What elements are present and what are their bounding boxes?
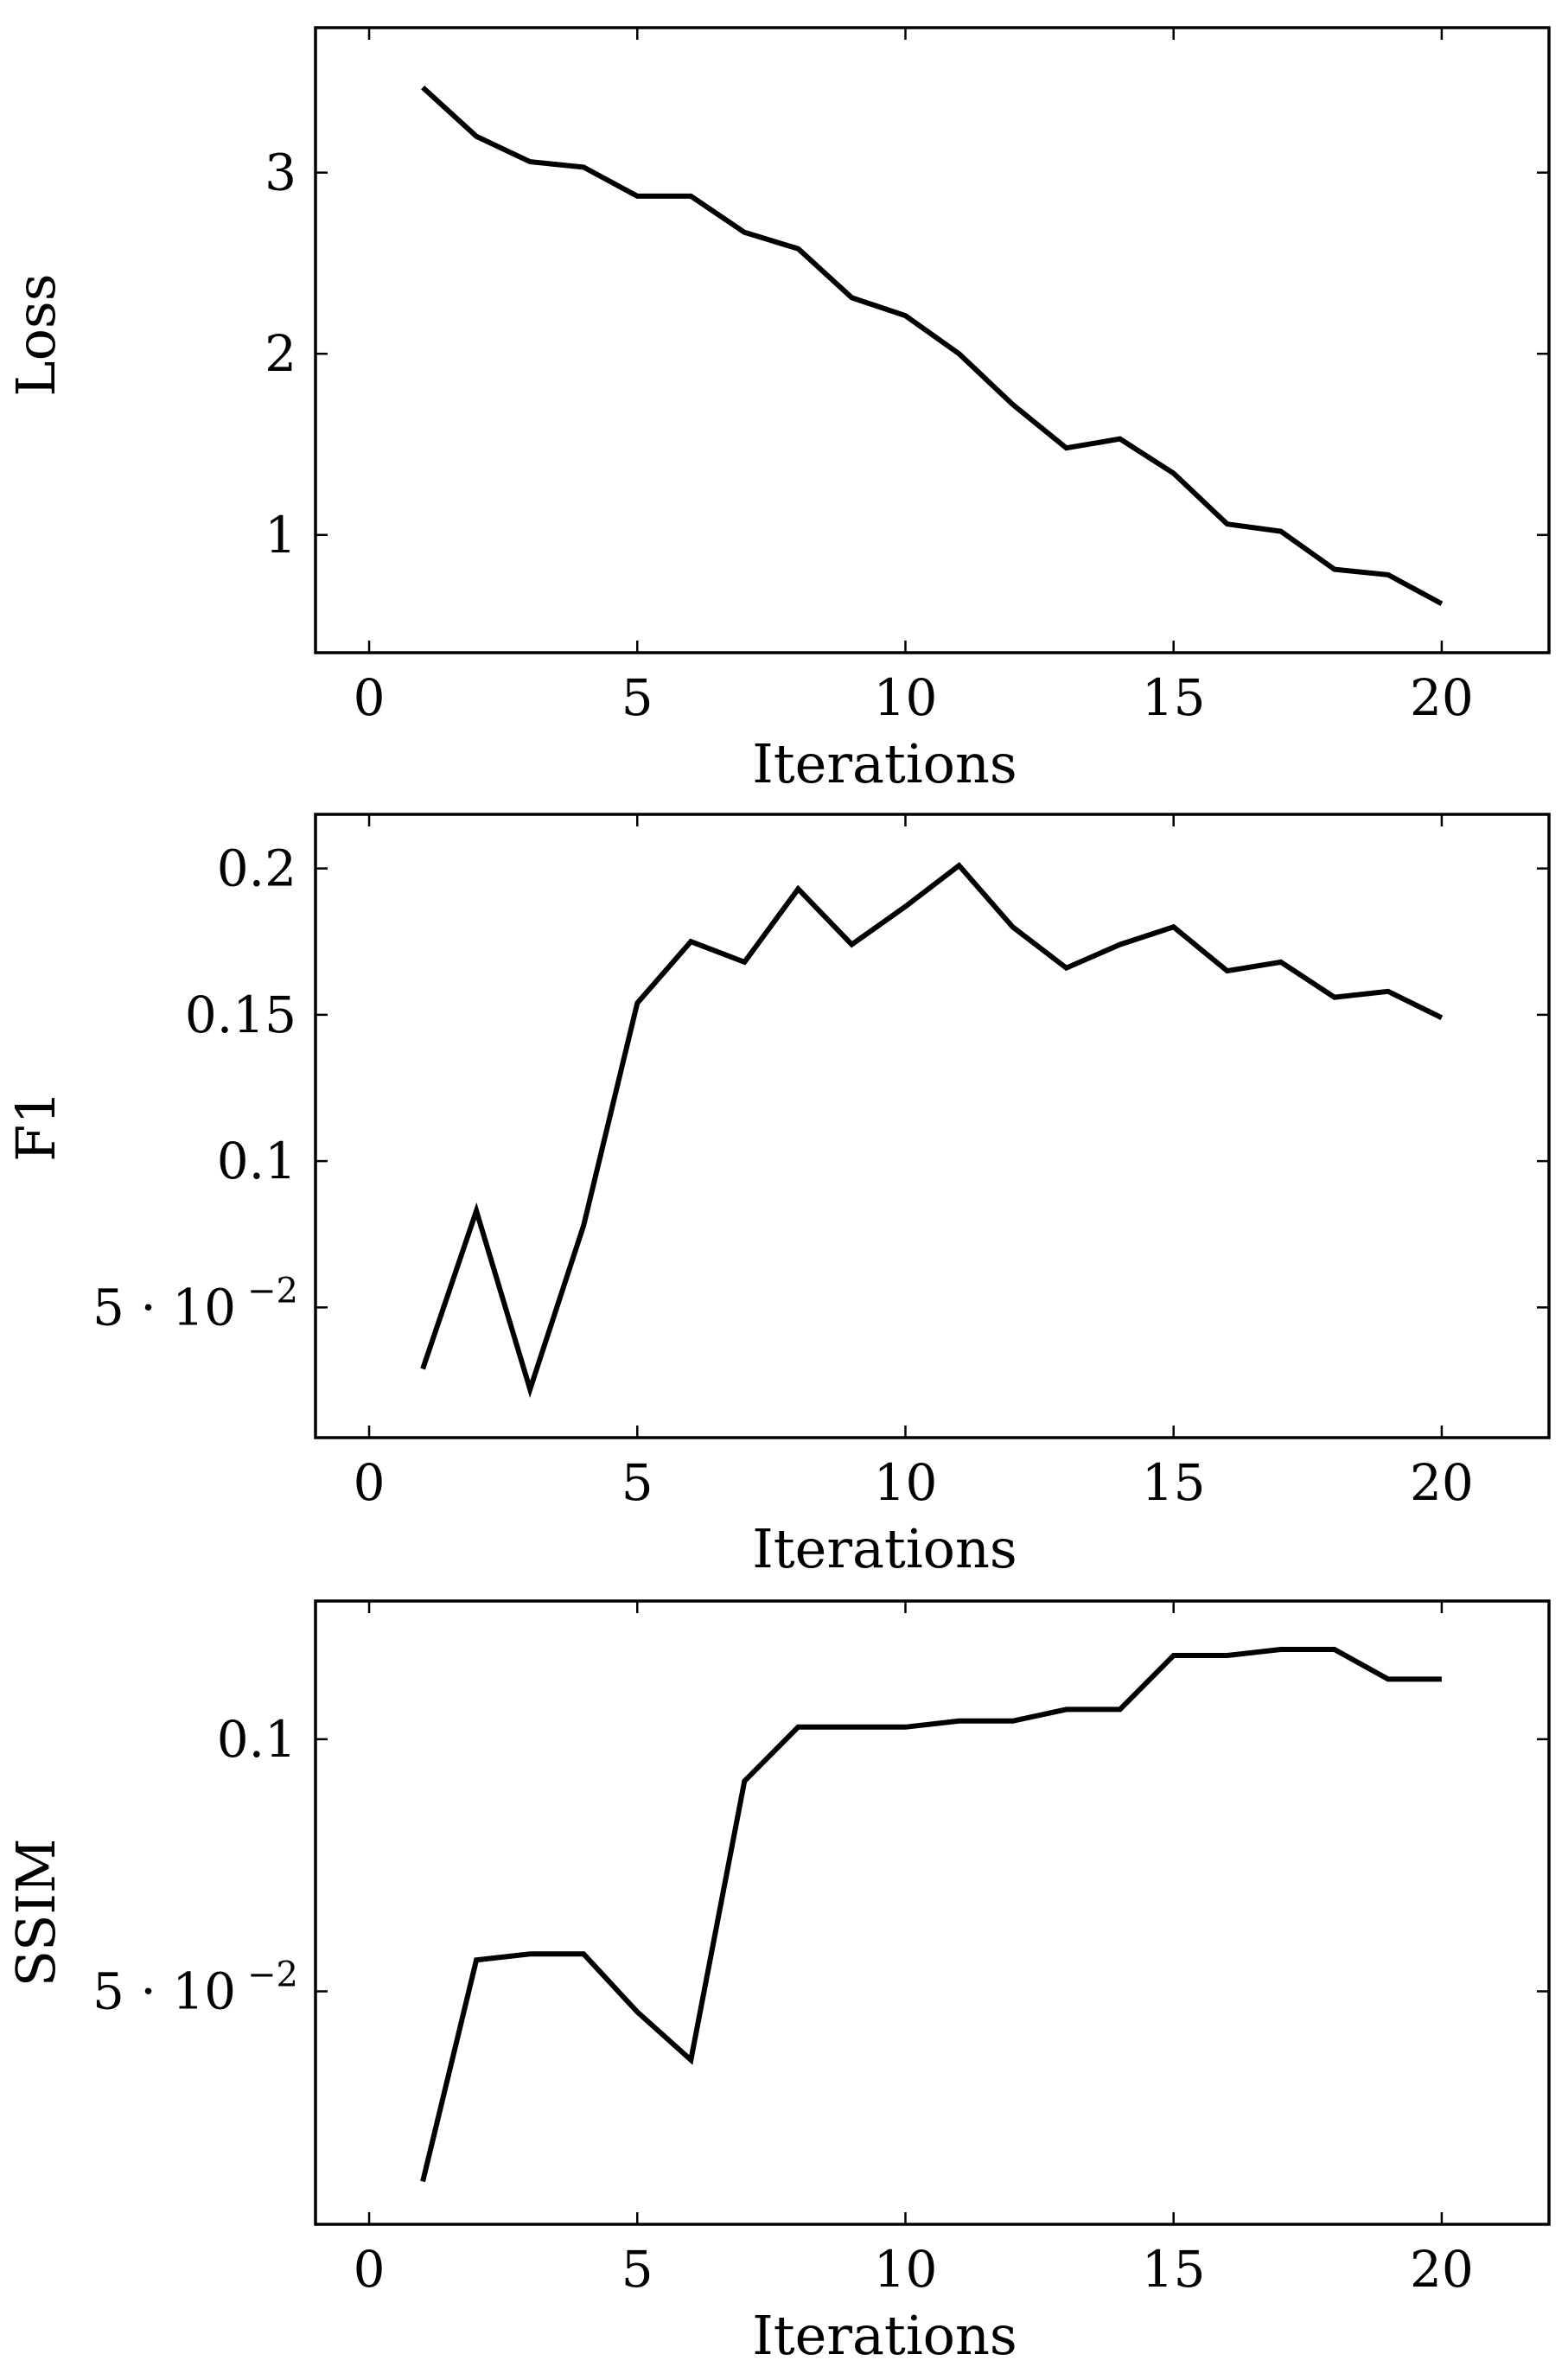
y-tick-label: 5 · 10 — [92, 1278, 236, 1336]
series-line-f1 — [420, 862, 1444, 1399]
plot-frame — [314, 26, 1551, 654]
x-tick-label: 15 — [1142, 1453, 1206, 1512]
y-tick-label: 0.15 — [185, 986, 296, 1044]
y-axis-label: F1 — [4, 1090, 67, 1161]
x-tick-label: 5 — [621, 2240, 653, 2299]
x-tick-label: 20 — [1410, 1453, 1474, 1512]
x-axis-label: Iterations — [752, 732, 1017, 795]
x-tick-label: 5 — [621, 668, 653, 727]
y-tick-label: 1 — [265, 506, 296, 565]
plot-frame — [314, 1599, 1551, 2226]
x-tick-label: 10 — [874, 2240, 938, 2299]
series-line-loss — [421, 85, 1444, 607]
y-tick-label: 2 — [265, 324, 296, 383]
y-axis-label: Loss — [4, 273, 67, 396]
x-tick-label: 15 — [1142, 668, 1206, 727]
x-tick-label: 10 — [874, 1453, 938, 1512]
y-tick-exponent: −2 — [247, 1271, 298, 1311]
plot-frame — [314, 813, 1551, 1439]
x-tick-label: 15 — [1142, 2240, 1206, 2299]
x-axis-label: Iterations — [752, 2304, 1017, 2367]
x-tick-label: 20 — [1410, 2240, 1474, 2299]
y-tick-label: 0.2 — [217, 839, 296, 898]
x-tick-label: 5 — [621, 1453, 653, 1512]
y-axis-label: SSIM — [4, 1839, 67, 1987]
y-tick-label: 3 — [265, 144, 296, 202]
x-tick-label: 10 — [874, 668, 938, 727]
loss-chart: 0 5 10 15 20 1 2 3 Iterations Loss — [4, 26, 1551, 795]
x-tick-label: 0 — [354, 2240, 386, 2299]
x-tick-label: 0 — [354, 1453, 386, 1512]
y-tick-label: 0.1 — [217, 1132, 296, 1190]
f1-chart: 0 5 10 15 20 5 · 10 −2 0.1 0.15 0.2 Iterations F1 — [4, 813, 1551, 1580]
ssim-chart: 0 5 10 15 20 5 · 10 −2 0.1 Iterations SSIM — [4, 1599, 1551, 2367]
x-tick-label: 0 — [354, 668, 386, 727]
x-tick-label: 20 — [1410, 668, 1474, 727]
series-line-ssim — [420, 1647, 1442, 2183]
x-axis-label: Iterations — [752, 1517, 1017, 1580]
y-tick-label: 0.1 — [217, 1710, 296, 1769]
y-tick-exponent: −2 — [247, 1955, 298, 1995]
y-tick-label: 5 · 10 — [92, 1962, 236, 2021]
